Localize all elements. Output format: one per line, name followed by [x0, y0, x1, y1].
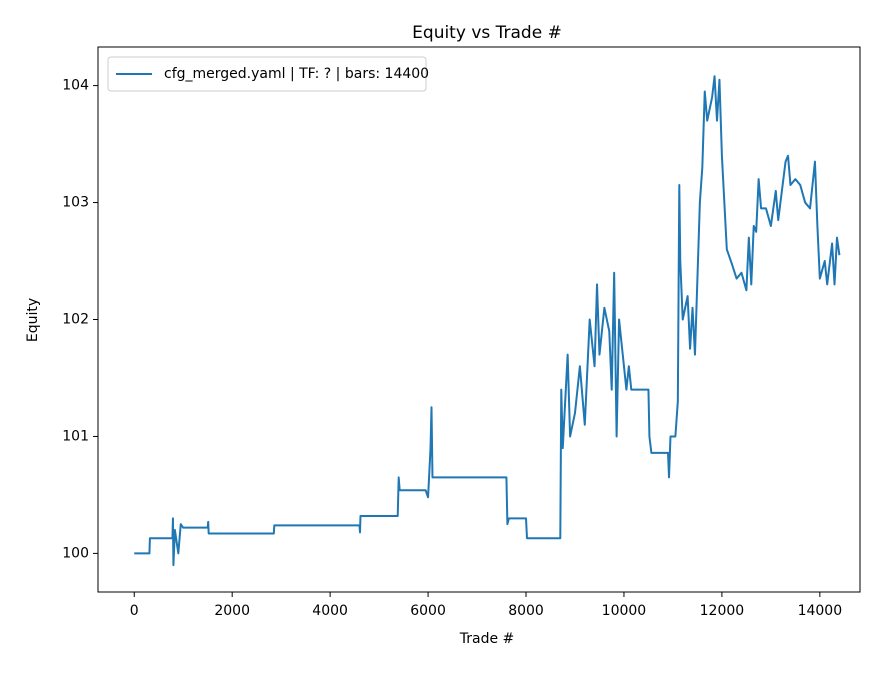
y-tick-label: 102 [62, 312, 89, 328]
y-tick-label: 100 [62, 545, 89, 561]
x-tick-label: 6000 [410, 603, 446, 619]
x-tick-label: 8000 [508, 603, 544, 619]
x-tick-label: 14000 [798, 603, 843, 619]
y-axis-label: Equity [25, 298, 41, 342]
y-tick-label: 101 [62, 428, 89, 444]
legend-label: cfg_merged.yaml | TF: ? | bars: 14400 [164, 66, 429, 82]
x-tick-label: 12000 [700, 603, 745, 619]
legend-box [107, 56, 427, 92]
y-tick-label: 104 [62, 78, 89, 94]
chart-title: Equity vs Trade # [412, 23, 562, 43]
axes-frame [97, 46, 861, 593]
x-axis-label: Trade # [459, 631, 515, 647]
x-tick-label: 2000 [214, 603, 250, 619]
y-tick-label: 103 [62, 195, 89, 211]
x-tick-label: 4000 [312, 603, 348, 619]
x-tick-label: 0 [130, 603, 139, 619]
line [134, 75, 841, 567]
x-tick-label: 10000 [602, 603, 647, 619]
